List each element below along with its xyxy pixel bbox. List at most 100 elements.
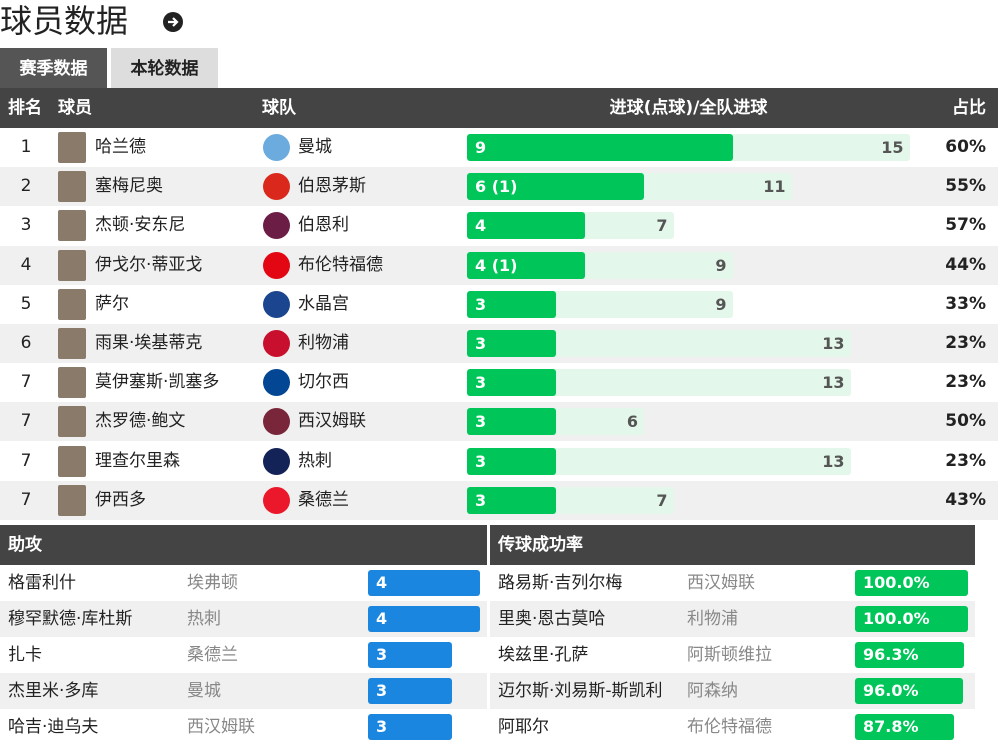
tab-active[interactable]: 赛季数据	[0, 48, 107, 88]
player-avatar	[58, 445, 86, 477]
goals-bar	[467, 212, 585, 240]
goals-label: 3	[475, 334, 487, 353]
value-bar	[368, 570, 480, 596]
share: 50%	[945, 411, 986, 432]
team-goals-label: 6	[626, 412, 638, 432]
share: 43%	[945, 489, 986, 510]
team-name: 伯恩茅斯	[298, 176, 366, 197]
share: 60%	[945, 137, 986, 157]
goals-bar	[467, 173, 644, 201]
value-label: 96.0%	[863, 681, 919, 700]
rank: 3	[20, 215, 32, 236]
goals-label: 4 (1)	[475, 255, 518, 275]
value-label: 96.3%	[863, 645, 919, 664]
player-name: 穆罕默德·库杜斯	[8, 609, 133, 629]
value-bar	[368, 678, 452, 704]
player-name: 格雷利什	[8, 573, 76, 593]
team-goals-label: 7	[656, 490, 668, 510]
player-name: 哈吉·迪乌夫	[8, 717, 99, 737]
team-goals-label: 9	[715, 294, 727, 314]
player-name: 杰罗德·鲍文	[95, 411, 186, 432]
player-name: 理查尔里森	[95, 450, 180, 471]
player-name: 哈兰德	[95, 137, 146, 157]
goals-label: 9	[475, 138, 487, 157]
panel-header: 传球成功率	[490, 525, 975, 565]
team-name: 西汉姆联	[187, 717, 255, 737]
player-avatar	[58, 406, 86, 438]
player-name: 伊西多	[95, 489, 146, 510]
team-name: 西汉姆联	[298, 411, 366, 432]
team-name: 利物浦	[687, 609, 738, 629]
share: 23%	[945, 450, 986, 471]
player-name: 里奥·恩古莫哈	[498, 609, 606, 629]
column-header: 球队	[262, 88, 296, 128]
team-name: 桑德兰	[298, 489, 349, 510]
rank: 4	[20, 254, 32, 275]
column-header: 排名	[8, 88, 42, 128]
player-avatar	[58, 484, 86, 516]
team-logo	[263, 369, 290, 397]
team-name: 热刺	[187, 609, 221, 629]
team-logo	[263, 134, 290, 161]
team-name: 利物浦	[298, 333, 349, 353]
player-name: 杰里米·多库	[8, 681, 99, 701]
team-name: 布伦特福德	[298, 254, 383, 275]
goals-label: 6 (1)	[475, 177, 518, 197]
share: 23%	[945, 372, 986, 393]
column-header: 占比	[952, 88, 986, 128]
goals-bar	[467, 369, 556, 397]
team-name: 切尔西	[298, 372, 349, 393]
share: 57%	[945, 215, 986, 236]
team-logo	[263, 290, 290, 318]
team-goals-label: 7	[656, 216, 668, 236]
tab[interactable]: 本轮数据	[111, 48, 218, 88]
player-name: 塞梅尼奥	[95, 176, 163, 197]
team-logo	[263, 173, 290, 201]
team-name: 埃弗顿	[187, 573, 238, 593]
goals-bar	[467, 408, 556, 436]
team-goals-label: 9	[715, 255, 727, 275]
team-name: 曼城	[298, 137, 332, 157]
value-bar	[855, 714, 955, 740]
team-goals-label: 13	[822, 334, 845, 353]
value-label: 4	[376, 609, 388, 628]
team-logo	[263, 486, 290, 514]
goals-bar	[467, 486, 556, 514]
player-avatar	[58, 132, 86, 163]
goals-bar	[467, 134, 733, 161]
value-bar	[368, 714, 452, 740]
team-name: 阿森纳	[687, 681, 738, 701]
share: 55%	[945, 176, 986, 197]
team-name: 布伦特福德	[687, 717, 772, 737]
goals-label: 3	[475, 451, 487, 471]
value-bar	[855, 678, 964, 704]
player-avatar	[58, 210, 86, 242]
value-label: 4	[376, 573, 388, 592]
value-bar	[855, 642, 964, 668]
value-bar	[368, 606, 480, 632]
goals-label: 3	[475, 373, 487, 393]
player-name: 雨果·埃基蒂克	[95, 333, 203, 353]
team-logo	[263, 251, 290, 279]
panel-header: 助攻	[0, 525, 487, 565]
value-label: 100.0%	[863, 609, 930, 628]
player-avatar	[58, 288, 86, 320]
rank: 1	[20, 137, 32, 157]
value-bar	[855, 570, 968, 596]
value-bar	[855, 606, 968, 632]
rank: 7	[20, 489, 32, 510]
team-goals-label: 15	[881, 138, 904, 157]
goals-label: 4	[475, 216, 487, 236]
share: 44%	[945, 254, 986, 275]
player-name: 阿耶尔	[498, 717, 549, 737]
team-name: 伯恩利	[298, 215, 349, 236]
team-goals-label: 13	[822, 451, 845, 471]
team-name: 阿斯顿维拉	[687, 645, 772, 665]
team-goals-label: 13	[822, 373, 845, 393]
player-avatar	[58, 171, 86, 203]
more-arrow[interactable]	[162, 11, 184, 33]
team-name: 曼城	[187, 681, 221, 701]
rank: 6	[20, 333, 32, 353]
team-name: 西汉姆联	[687, 573, 755, 593]
rank: 2	[20, 176, 32, 197]
